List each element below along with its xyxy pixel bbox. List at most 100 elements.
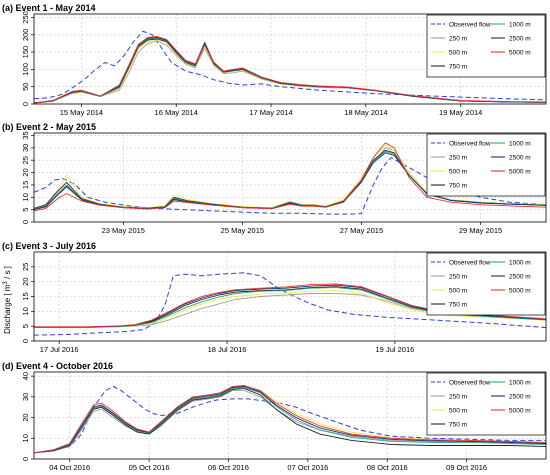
y-tick-label: 25 — [21, 156, 30, 164]
series-line-observed-flow — [33, 157, 547, 215]
legend-label: 1000 m — [509, 260, 531, 267]
legend-label: 2500 m — [509, 274, 531, 281]
panels: (a) Event 1 - May 201405010015020025015 … — [2, 3, 547, 472]
series-line-5000-m — [33, 142, 547, 212]
series-line-750-m — [33, 388, 547, 454]
legend-label: 5000 m — [509, 288, 531, 295]
legend-label: 750 m — [449, 302, 467, 309]
legend-label: 1000 m — [509, 380, 531, 387]
legend-box — [426, 133, 546, 197]
panel-title: (c) Event 3 - July 2016 — [2, 241, 96, 251]
legend-label: 250 m — [449, 394, 467, 401]
legend-label: 2500 m — [509, 36, 531, 43]
y-tick-label: 10 — [21, 307, 30, 315]
legend: Observed flow 250 m 500 m 750 m 1000 m 2500 m… — [426, 252, 546, 316]
legend: Observed flow 250 m 500 m 750 m 1000 m 2500 m… — [426, 14, 546, 78]
plot-frame — [33, 371, 547, 460]
x-tick-label: 04 Oct 2016 — [49, 463, 90, 472]
y-tick-label: 10 — [21, 193, 30, 201]
legend-label: 1000 m — [509, 22, 531, 29]
panel-title: (a) Event 1 - May 2014 — [2, 3, 96, 13]
x-tick-label: 15 May 2014 — [60, 108, 103, 117]
legend-label: 250 m — [449, 155, 467, 162]
legend-label: 5000 m — [509, 169, 531, 176]
x-tick-label: 16 May 2014 — [155, 108, 198, 117]
series-line-5000-m — [33, 36, 547, 104]
y-tick-label: 35 — [21, 131, 30, 139]
x-tick-label: 08 Oct 2016 — [367, 463, 408, 472]
panel-4: (d) Event 4 - October 2016 0 10 20 30 40 04 Oc… — [2, 361, 547, 472]
x-tick-label: 19 Jul 2016 — [376, 345, 415, 354]
legend-label: 5000 m — [509, 408, 531, 415]
x-tick-label: 17 May 2014 — [249, 108, 292, 117]
panel-1: (a) Event 1 - May 2014 0 50 100 150 200 250 15 … — [2, 3, 547, 117]
legend-label: 500 m — [449, 408, 467, 415]
panel-title: (b) Event 2 - May 2015 — [2, 122, 96, 132]
panel-2: (b) Event 2 - May 2015 0 5 10 15 20 25 30 35 23 M… — [2, 122, 547, 235]
x-tick-label: 17 Jul 2016 — [40, 345, 79, 354]
legend-label: Observed flow — [449, 22, 491, 29]
legend-label: 750 m — [449, 64, 467, 71]
y-tick-label: 30 — [21, 144, 30, 152]
y-tick-label: 30 — [21, 393, 30, 401]
y-axis-label-superscript: 3 — [3, 281, 9, 285]
x-tick-label: 05 Oct 2016 — [129, 463, 170, 472]
y-tick-label: 5 — [21, 324, 30, 328]
y-axis-label-suffix: / s ] — [3, 266, 12, 281]
panel-3: (c) Event 3 - July 2016 0 5 10 15 20 25 17 Jul … — [2, 241, 547, 354]
y-tick-label: 5 — [21, 208, 30, 212]
legend-label: 500 m — [449, 288, 467, 295]
y-tick-label: 0 — [21, 220, 30, 224]
series-line-observed-flow — [33, 272, 547, 336]
plot-frame — [33, 13, 547, 105]
y-tick-label: 250 — [21, 11, 30, 24]
plot-frame — [33, 132, 547, 223]
legend-label: 500 m — [449, 50, 467, 57]
y-tick-label: 15 — [21, 181, 30, 189]
x-tick-label: 18 May 2014 — [344, 108, 387, 117]
legend: Observed flow 250 m 500 m 750 m 1000 m 2500 m… — [426, 372, 546, 436]
y-axis-label-prefix: Discharge [ m — [3, 284, 12, 334]
y-tick-label: 0 — [21, 102, 30, 106]
y-tick-label: 0 — [21, 339, 30, 343]
legend-label: Observed flow — [449, 260, 491, 267]
x-tick-label: 07 Oct 2016 — [287, 463, 328, 472]
legend-label: 250 m — [449, 36, 467, 43]
y-tick-label: 50 — [21, 83, 30, 91]
y-tick-label: 150 — [21, 46, 30, 59]
x-tick-label: 18 Jul 2016 — [208, 345, 247, 354]
legend: Observed flow 250 m 500 m 750 m 1000 m 2500 m… — [426, 133, 546, 197]
y-tick-label: 20 — [21, 277, 30, 285]
x-tick-label: 25 May 2015 — [221, 226, 264, 235]
panel-title: (d) Event 4 - October 2016 — [2, 361, 113, 371]
series-line-5000-m — [33, 385, 547, 454]
legend-box — [426, 372, 546, 436]
x-tick-label: 06 Oct 2016 — [208, 463, 249, 472]
y-tick-label: 15 — [21, 292, 30, 300]
legend-label: 750 m — [449, 422, 467, 429]
series-line-2500-m — [33, 152, 547, 211]
y-tick-label: 20 — [21, 413, 30, 421]
legend-label: 250 m — [449, 274, 467, 281]
legend-label: 2500 m — [509, 394, 531, 401]
series-line-1000-m — [33, 387, 547, 454]
series-line-observed-flow — [33, 386, 546, 454]
series-line-500-m — [33, 144, 547, 209]
legend-box — [426, 14, 546, 78]
y-tick-label: 10 — [21, 434, 30, 442]
legend-box — [426, 252, 546, 316]
y-tick-label: 40 — [21, 372, 30, 380]
x-tick-label: 19 May 2014 — [439, 108, 482, 117]
y-tick-label: 200 — [21, 29, 30, 42]
legend-label: 750 m — [449, 183, 467, 190]
legend-label: 500 m — [449, 169, 467, 176]
x-tick-label: 27 May 2015 — [340, 226, 383, 235]
series-line-observed-flow — [33, 30, 547, 101]
x-tick-label: 23 May 2015 — [102, 226, 145, 235]
legend-label: 2500 m — [509, 155, 531, 162]
legend-label: Observed flow — [449, 141, 491, 148]
y-tick-label: 100 — [21, 63, 30, 76]
legend-label: 5000 m — [509, 50, 531, 57]
legend-label: Observed flow — [449, 380, 491, 387]
y-tick-label: 25 — [21, 263, 30, 271]
